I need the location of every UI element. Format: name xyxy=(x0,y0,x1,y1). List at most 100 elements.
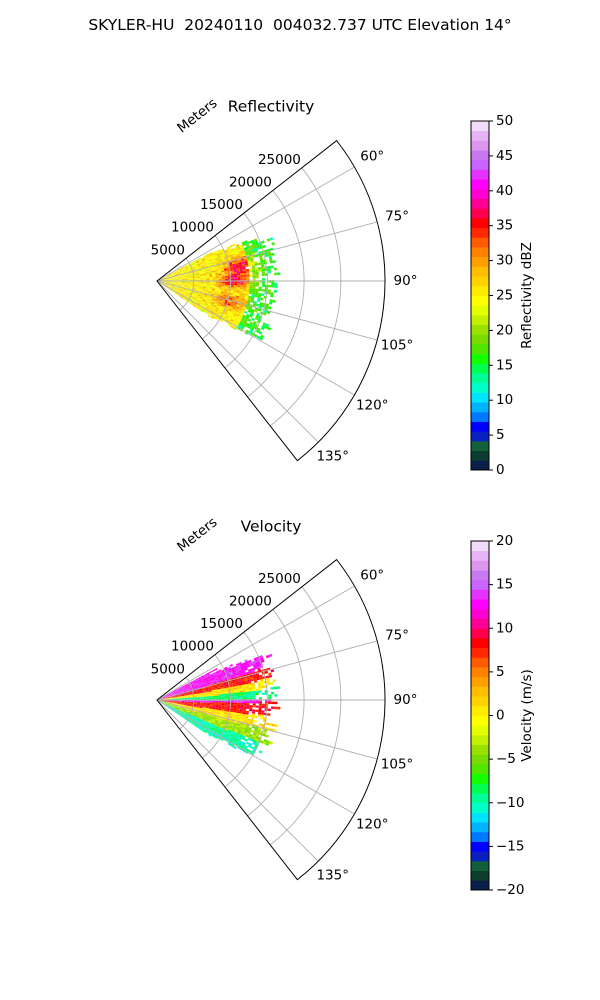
data-cell xyxy=(206,285,210,288)
data-cell xyxy=(166,282,170,284)
data-cell xyxy=(243,703,247,705)
colorbar-segment xyxy=(471,608,489,619)
data-cell xyxy=(214,269,218,271)
data-cell xyxy=(186,271,190,273)
data-cell xyxy=(258,286,262,290)
data-cell xyxy=(224,271,228,274)
data-cell xyxy=(187,714,191,717)
data-cell xyxy=(165,703,169,705)
data-cell xyxy=(212,680,216,683)
data-cell xyxy=(230,257,235,260)
data-cell xyxy=(240,275,244,277)
data-cell xyxy=(225,252,230,255)
data-cell xyxy=(242,289,247,292)
data-cell xyxy=(198,293,202,295)
colorbar-tick-label: 25 xyxy=(496,288,513,304)
data-cell xyxy=(206,715,210,718)
data-cell xyxy=(193,303,197,307)
data-cell xyxy=(168,704,172,706)
data-cell xyxy=(260,681,264,684)
data-cell xyxy=(174,287,178,289)
colorbar-segment xyxy=(471,276,489,287)
data-cell xyxy=(242,713,246,717)
data-cell xyxy=(276,686,281,690)
colorbar-tick-label: 5 xyxy=(496,664,505,680)
data-cell xyxy=(247,744,252,748)
data-cell xyxy=(193,264,198,266)
data-cell xyxy=(197,294,201,297)
data-cell xyxy=(162,277,166,279)
data-cell xyxy=(213,255,218,258)
data-cell xyxy=(175,284,179,286)
data-cell xyxy=(208,292,212,295)
data-cell xyxy=(201,713,205,715)
data-cell xyxy=(246,695,250,698)
data-cell xyxy=(233,665,238,669)
data-cell xyxy=(230,730,235,734)
data-cell xyxy=(235,726,239,730)
data-cell xyxy=(226,725,230,728)
data-cell xyxy=(246,286,250,289)
data-cell xyxy=(183,270,187,272)
data-cell xyxy=(184,294,188,297)
data-cell xyxy=(180,289,184,291)
data-cell xyxy=(245,291,249,294)
data-cell xyxy=(208,301,212,304)
data-cell xyxy=(234,667,238,671)
data-cell xyxy=(199,692,203,694)
data-cell xyxy=(193,276,197,278)
data-cell xyxy=(183,296,187,299)
data-cell xyxy=(184,692,188,694)
data-cell xyxy=(238,323,243,327)
data-cell xyxy=(178,285,182,287)
data-cell xyxy=(212,703,216,705)
data-cell xyxy=(246,301,251,305)
data-cell xyxy=(163,279,167,281)
data-cell xyxy=(173,689,177,692)
data-cell xyxy=(215,274,219,276)
data-cell xyxy=(224,708,228,710)
data-cell xyxy=(183,709,187,711)
data-cell xyxy=(259,740,264,744)
data-cell xyxy=(200,723,204,726)
data-cell xyxy=(204,713,208,715)
data-cell xyxy=(167,706,171,709)
data-cell xyxy=(208,308,212,312)
data-cell xyxy=(225,250,229,254)
colorbar-segment xyxy=(471,188,489,199)
data-cell xyxy=(190,682,194,685)
data-cell xyxy=(165,284,169,286)
data-cell xyxy=(171,693,175,695)
data-cell xyxy=(172,282,176,284)
data-cell xyxy=(172,283,176,285)
data-cell xyxy=(169,278,173,280)
data-cell xyxy=(199,298,203,301)
data-cell xyxy=(251,250,255,254)
data-cell xyxy=(233,691,237,693)
data-cell xyxy=(246,284,250,287)
data-cell xyxy=(218,703,222,705)
data-cell xyxy=(224,316,229,320)
data-cell xyxy=(195,719,199,722)
data-cell xyxy=(165,695,169,697)
colorbar-segment xyxy=(471,860,489,872)
data-cell xyxy=(206,253,210,256)
data-cell xyxy=(175,275,179,277)
data-cell xyxy=(216,294,221,297)
data-cell xyxy=(206,700,210,702)
data-cell xyxy=(187,274,191,276)
data-cell xyxy=(214,310,218,314)
data-cell xyxy=(215,700,219,703)
data-cell xyxy=(254,292,259,296)
data-cell xyxy=(235,671,240,674)
data-cell xyxy=(172,284,176,286)
data-cell xyxy=(183,690,187,692)
data-cell xyxy=(265,722,269,726)
data-cell xyxy=(239,724,243,728)
data-cell xyxy=(249,274,253,277)
data-cell xyxy=(205,679,209,682)
data-cell xyxy=(240,706,244,709)
data-cell xyxy=(262,741,267,745)
data-cell xyxy=(213,730,217,734)
data-cell xyxy=(221,696,225,699)
